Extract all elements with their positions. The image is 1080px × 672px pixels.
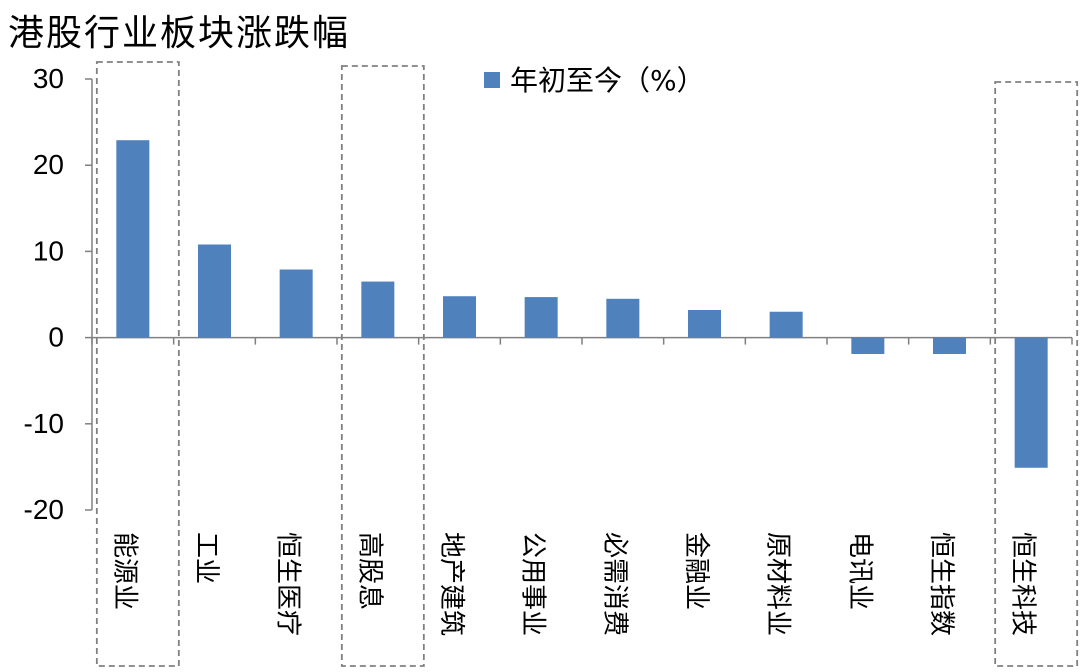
axes: 30 20 10 0 -10 -20	[24, 63, 1073, 525]
category-label: 金融业	[681, 532, 711, 610]
category-label: 能源业	[109, 532, 139, 610]
category-label: 公用事业	[518, 532, 548, 636]
category-label: 必需消费	[599, 532, 629, 636]
highlight-box-高股息	[340, 65, 425, 667]
bar-金融业	[688, 310, 721, 338]
y-tick-label: -10	[24, 408, 64, 439]
category-label: 恒生科技	[1008, 532, 1038, 636]
bar-恒生指数	[933, 337, 966, 354]
bar-电讯业	[851, 337, 885, 354]
y-tick-label: 10	[33, 235, 64, 266]
category-label: 高股息	[354, 532, 384, 610]
highlight-box-恒生科技	[994, 81, 1079, 667]
category-label: 地产建筑	[436, 532, 466, 636]
bar-工业	[198, 244, 231, 338]
legend-swatch	[484, 72, 500, 88]
bar-恒生医疗	[279, 269, 313, 338]
bar-原材料业	[769, 311, 803, 338]
bar-地产建筑	[443, 296, 476, 338]
bar-能源业	[116, 140, 150, 338]
labels: 能源业 工业 恒生医疗 高股息 地产建筑 公用事业 必需消费 金融业 原材料业 电讯业 恒生指数 恒生…	[109, 532, 1037, 636]
bars	[116, 140, 1048, 468]
category-label: 恒生医疗	[273, 532, 303, 636]
bar-恒生科技	[1014, 337, 1048, 468]
legend: 年初至今（%）	[484, 64, 705, 97]
highlight-box-能源业	[95, 61, 180, 667]
bar-公用事业	[524, 297, 558, 338]
category-label: 电讯业	[844, 532, 874, 610]
y-tick-label: 0	[48, 322, 64, 353]
y-tick-label: -20	[24, 494, 64, 525]
y-tick-label: 30	[33, 63, 64, 94]
category-label: 恒生指数	[926, 532, 956, 636]
highlight-boxes	[95, 61, 1079, 667]
chart-title: 港股行业板块涨跌幅	[8, 13, 351, 54]
bar-必需消费	[606, 298, 640, 338]
category-label: 原材料业	[763, 532, 793, 636]
bar-高股息	[361, 281, 395, 338]
y-tick-label: 20	[33, 149, 64, 180]
legend-label: 年初至今（%）	[510, 64, 705, 97]
category-label: 工业	[191, 532, 221, 584]
